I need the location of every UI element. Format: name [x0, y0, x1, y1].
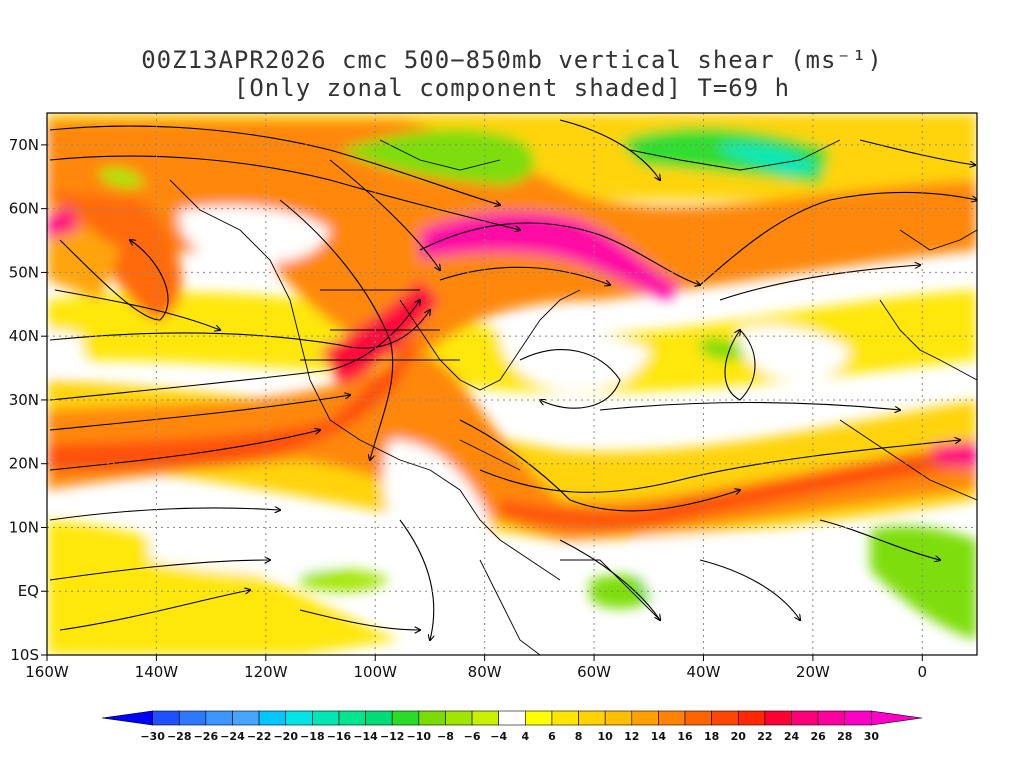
- lat-tick-label: 10N: [9, 518, 39, 536]
- colorbar-swatch: [525, 710, 553, 726]
- colorbar-swatch: [205, 710, 233, 726]
- colorbar-label: −8: [437, 730, 454, 743]
- chart-title-line-1: 00Z13APR2026 cmc 500−850mb vertical shea…: [141, 46, 883, 74]
- colorbar-label: −22: [247, 730, 272, 743]
- lat-tick-label: EQ: [18, 582, 39, 600]
- colorbar-swatch: [471, 710, 499, 726]
- colorbar-label: 18: [704, 730, 719, 743]
- colorbar-label: −24: [220, 730, 245, 743]
- colorbar-swatch: [285, 710, 313, 726]
- colorbar-label: −18: [300, 730, 325, 743]
- colorbar-swatch: [101, 710, 153, 726]
- colorbar-label: 8: [575, 730, 583, 743]
- colorbar-swatch: [365, 710, 393, 726]
- colorbar-swatch: [844, 710, 872, 726]
- lon-tick-label: 0: [918, 663, 928, 681]
- colorbar-label: −14: [353, 730, 378, 743]
- colorbar-swatch: [711, 710, 739, 726]
- colorbar-label: 12: [624, 730, 639, 743]
- colorbar-label: 14: [651, 730, 667, 743]
- colorbar-label: −20: [273, 730, 298, 743]
- lat-tick-label: 40N: [9, 327, 39, 345]
- colorbar-swatch: [338, 710, 366, 726]
- colorbar-swatch: [178, 710, 207, 726]
- colorbar-label: −10: [407, 730, 432, 743]
- colorbar-label: 24: [784, 730, 800, 743]
- lat-tick-label: 10S: [10, 646, 39, 664]
- lon-tick-label: 80W: [468, 663, 502, 681]
- colorbar-swatch: [737, 710, 766, 726]
- colorbar-label: 28: [837, 730, 852, 743]
- colorbar-swatch: [684, 710, 712, 726]
- colorbar-swatch: [152, 710, 180, 726]
- shear-shading: [47, 113, 977, 655]
- lon-tick-label: 160W: [25, 663, 69, 681]
- lat-tick-label: 50N: [9, 263, 39, 281]
- colorbar-label: 16: [677, 730, 693, 743]
- colorbar-swatch: [232, 710, 260, 726]
- colorbar-label: 10: [598, 730, 614, 743]
- lon-tick-label: 20W: [796, 663, 830, 681]
- colorbar-swatch: [791, 710, 819, 726]
- lon-tick-label: 120W: [244, 663, 288, 681]
- colorbar-label: −30: [140, 730, 165, 743]
- colorbar-swatch: [871, 710, 923, 726]
- colorbar-swatch: [764, 710, 792, 726]
- colorbar-swatch: [258, 710, 287, 726]
- colorbar-label: −4: [490, 730, 507, 743]
- lat-tick-label: 70N: [9, 136, 39, 154]
- colorbar-swatch: [604, 710, 633, 726]
- colorbar-swatch: [817, 710, 846, 726]
- colorbar-swatch: [312, 710, 340, 726]
- colorbar-label: 26: [810, 730, 826, 743]
- lat-tick-label: 30N: [9, 391, 39, 409]
- colorbar-label: 4: [521, 730, 529, 743]
- lon-tick-label: 40W: [687, 663, 721, 681]
- streamlines: [49, 119, 977, 640]
- coastlines: [169, 139, 977, 655]
- colorbar-label: 6: [548, 730, 556, 743]
- lon-tick-label: 140W: [135, 663, 179, 681]
- lon-tick-label: 60W: [577, 663, 611, 681]
- colorbar-label: 30: [864, 730, 880, 743]
- colorbar-swatch: [578, 710, 606, 726]
- colorbar-swatch: [391, 710, 420, 726]
- colorbar-label: −26: [194, 730, 219, 743]
- lat-axis: 10S EQ 10N 20N 30N 40N 50N 60N 70N: [9, 136, 47, 664]
- lat-tick-label: 60N: [9, 200, 39, 218]
- colorbar-label: −6: [464, 730, 481, 743]
- colorbar-swatch: [498, 710, 526, 726]
- colorbar-swatch: [418, 710, 446, 726]
- colorbar: −30 −28 −26 −24 −22 −20 −18 −16 −14 −12 −10 −8 −6 −4 4…: [101, 710, 923, 743]
- colorbar-swatch: [631, 710, 659, 726]
- colorbar-label: 20: [731, 730, 747, 743]
- colorbar-label: 22: [757, 730, 772, 743]
- lon-axis: 160W 140W 120W 100W 80W 60W 40W 20W 0: [25, 655, 927, 681]
- colorbar-swatch: [445, 710, 473, 726]
- lon-tick-label: 100W: [354, 663, 398, 681]
- lat-tick-label: 20N: [9, 455, 39, 473]
- colorbar-label: −28: [167, 730, 192, 743]
- chart-title-line-2: [Only zonal component shaded] T=69 h: [233, 74, 791, 102]
- colorbar-label: −12: [380, 730, 405, 743]
- plot-frame: [46, 112, 978, 656]
- colorbar-label: −16: [327, 730, 352, 743]
- colorbar-swatch: [551, 710, 579, 726]
- colorbar-swatch: [658, 710, 686, 726]
